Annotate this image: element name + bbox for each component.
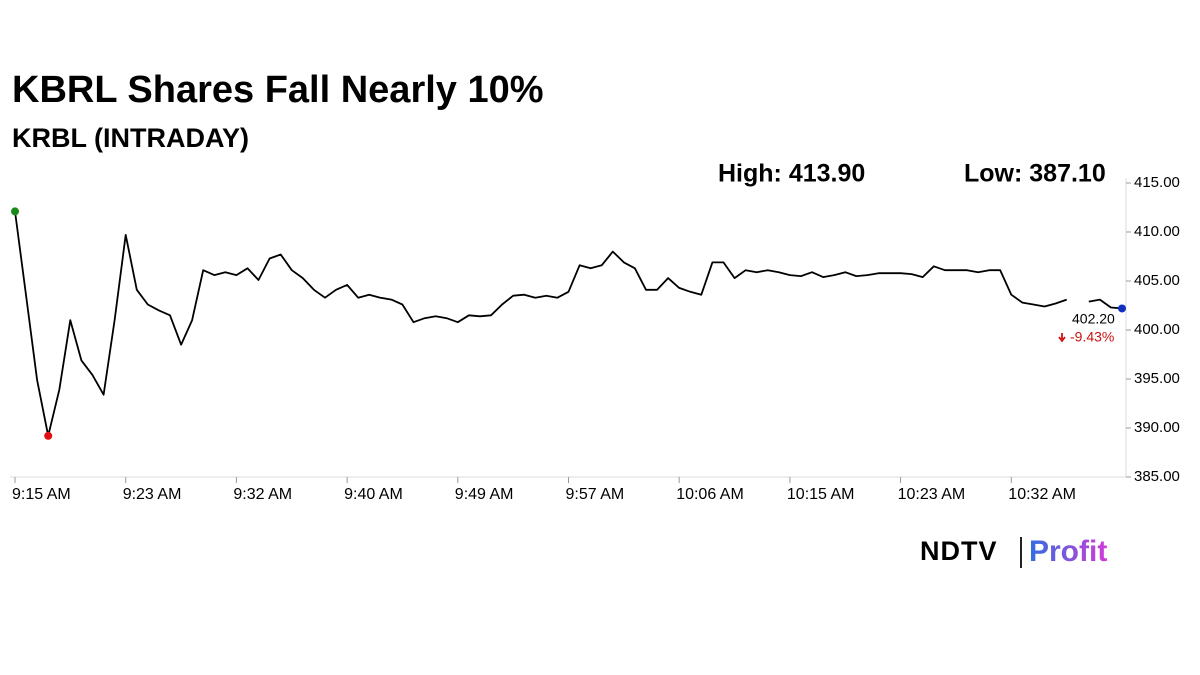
y-tick-label: 390.00 [1134, 419, 1180, 436]
x-tick-label: 9:57 AM [566, 486, 625, 503]
change-label: -9.43% [1070, 329, 1114, 345]
chart-subtitle: KRBL (INTRADAY) [12, 123, 249, 153]
y-tick-label: 405.00 [1134, 272, 1180, 289]
down-arrow [1058, 333, 1066, 343]
x-tick-label: 10:06 AM [676, 486, 744, 503]
y-tick-label: 415.00 [1134, 174, 1180, 191]
x-tick-label: 10:32 AM [1008, 486, 1076, 503]
y-tick-label: 385.00 [1134, 468, 1180, 485]
x-tick-label: 10:23 AM [898, 486, 966, 503]
last-dot [1118, 304, 1126, 313]
x-tick-label: 9:23 AM [123, 486, 182, 503]
brand-left: NDTV [920, 536, 998, 566]
x-tick-label: 9:49 AM [455, 486, 514, 503]
high-label: High: 413.90 [718, 160, 865, 188]
price-line [14, 211, 1123, 437]
x-tick-label: 10:15 AM [787, 486, 855, 503]
brand-right: Profit [1029, 535, 1107, 568]
x-tick-label: 9:40 AM [344, 486, 403, 503]
y-tick-label: 400.00 [1134, 321, 1180, 338]
y-tick-label: 395.00 [1134, 370, 1180, 387]
x-tick-label: 9:32 AM [233, 486, 292, 503]
y-tick-label: 410.00 [1134, 223, 1180, 240]
low-label: Low: 387.10 [964, 160, 1106, 188]
high-dot [11, 207, 19, 216]
low-dot [44, 431, 53, 440]
chart-title: KBRL Shares Fall Nearly 10% [12, 69, 544, 111]
last-label: 402.20 [1072, 311, 1115, 327]
x-tick-label: 9:15 AM [12, 486, 71, 503]
